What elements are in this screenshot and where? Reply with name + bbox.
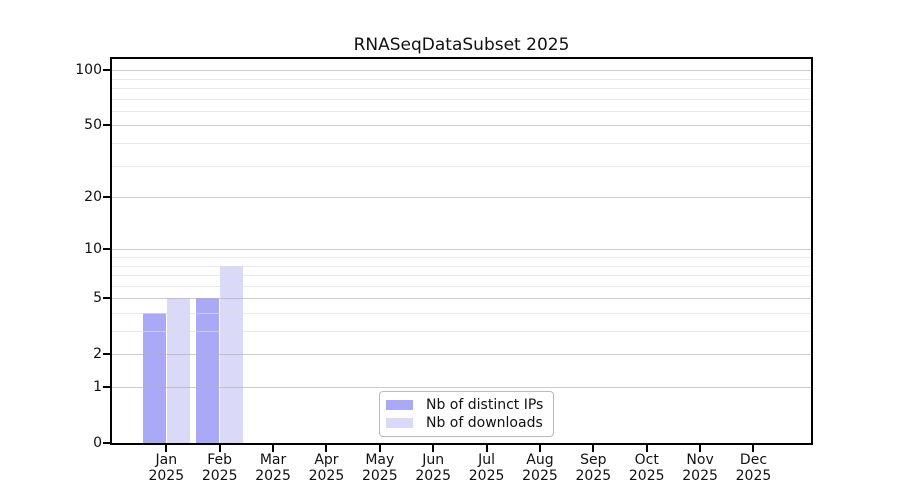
gridline-minor-70 [112,98,811,100]
x-tick-label-jan: Jan 2025 [148,452,185,484]
bar-feb-distinct-ips [196,298,220,443]
legend-item-downloads: Nb of downloads [386,415,545,431]
x-tick-label-mar: Mar 2025 [255,452,291,484]
x-tick-label-nov: Nov 2025 [682,452,718,484]
y-tick-label-5: 5 [93,290,102,307]
y-tick-mark-2 [103,353,110,356]
x-tick-mark-oct [645,445,648,452]
x-tick-mark-jun [432,445,435,452]
gridline-minor-9 [112,257,811,258]
gridline-minor-7 [112,275,811,276]
gridline-minor-6 [112,285,811,287]
x-tick-mark-jan [165,445,168,452]
bar-jan-distinct-ips [142,313,166,443]
x-tick-mark-aug [538,445,541,452]
x-tick-label-oct: Oct 2025 [628,452,665,484]
y-tick-label-10: 10 [84,241,102,258]
x-tick-label-jun: Jun 2025 [415,452,451,484]
x-tick-label-aug: Aug 2025 [522,452,558,484]
y-tick-mark-1 [103,386,110,388]
gridline-minor-80 [112,88,811,89]
y-tick-mark-20 [103,196,110,199]
y-tick-label-20: 20 [84,189,102,206]
x-tick-label-apr: Apr 2025 [308,452,345,484]
gridline-minor-4 [112,313,811,314]
gridline-minor-8 [112,265,811,267]
x-tick-mark-sep [592,445,595,452]
y-tick-mark-0 [103,442,110,444]
gridline-major-1 [112,387,811,388]
gridline-major-20 [112,197,811,199]
gridline-minor-90 [112,78,811,80]
gridline-minor-60 [112,110,811,112]
legend-label-distinct-ips: Nb of distinct IPs [426,397,544,413]
chart-title: RNASeqDataSubset 2025 [353,35,570,55]
y-tick-label-50: 50 [84,117,102,134]
bar-feb-downloads [220,265,244,443]
y-tick-mark-100 [103,69,110,72]
bars-layer [112,59,811,443]
x-tick-mark-jul [485,445,488,452]
legend-item-distinct-ips: Nb of distinct IPs [386,397,545,413]
x-tick-label-jul: Jul 2025 [468,452,505,484]
y-tick-mark-10 [103,248,110,251]
x-tick-label-feb: Feb 2025 [201,452,238,484]
legend-label-downloads: Nb of downloads [426,415,543,431]
x-tick-label-dec: Dec 2025 [735,452,772,484]
y-tick-label-1: 1 [93,379,102,395]
gridline-major-100 [112,70,811,72]
y-tick-label-100: 100 [75,62,102,79]
y-tick-mark-50 [103,124,110,127]
x-tick-mark-feb [218,445,221,452]
plot-area: Nb of distinct IPs Nb of downloads [110,57,813,445]
x-tick-mark-may [378,445,381,452]
y-tick-mark-5 [103,297,110,300]
x-tick-mark-mar [272,445,275,452]
x-tick-mark-dec [752,445,755,452]
legend: Nb of distinct IPs Nb of downloads [379,391,554,437]
y-tick-label-2: 2 [93,346,102,363]
gridline-major-50 [112,125,811,127]
gridline-major-5 [112,298,811,300]
gridline-major-10 [112,249,811,251]
gridline-major-2 [112,354,811,356]
gridline-minor-3 [112,331,811,332]
gridline-minor-40 [112,143,811,144]
x-tick-label-may: May 2025 [361,452,398,484]
x-tick-label-sep: Sep 2025 [575,452,612,484]
legend-swatch-downloads [386,418,413,428]
gridline-minor-30 [112,165,811,167]
grid-layer [112,59,811,443]
legend-swatch-distinct-ips [386,400,413,410]
x-tick-mark-apr [325,445,328,452]
x-tick-mark-nov [699,445,702,452]
y-tick-label-0: 0 [93,435,102,451]
bar-jan-downloads [166,298,190,443]
